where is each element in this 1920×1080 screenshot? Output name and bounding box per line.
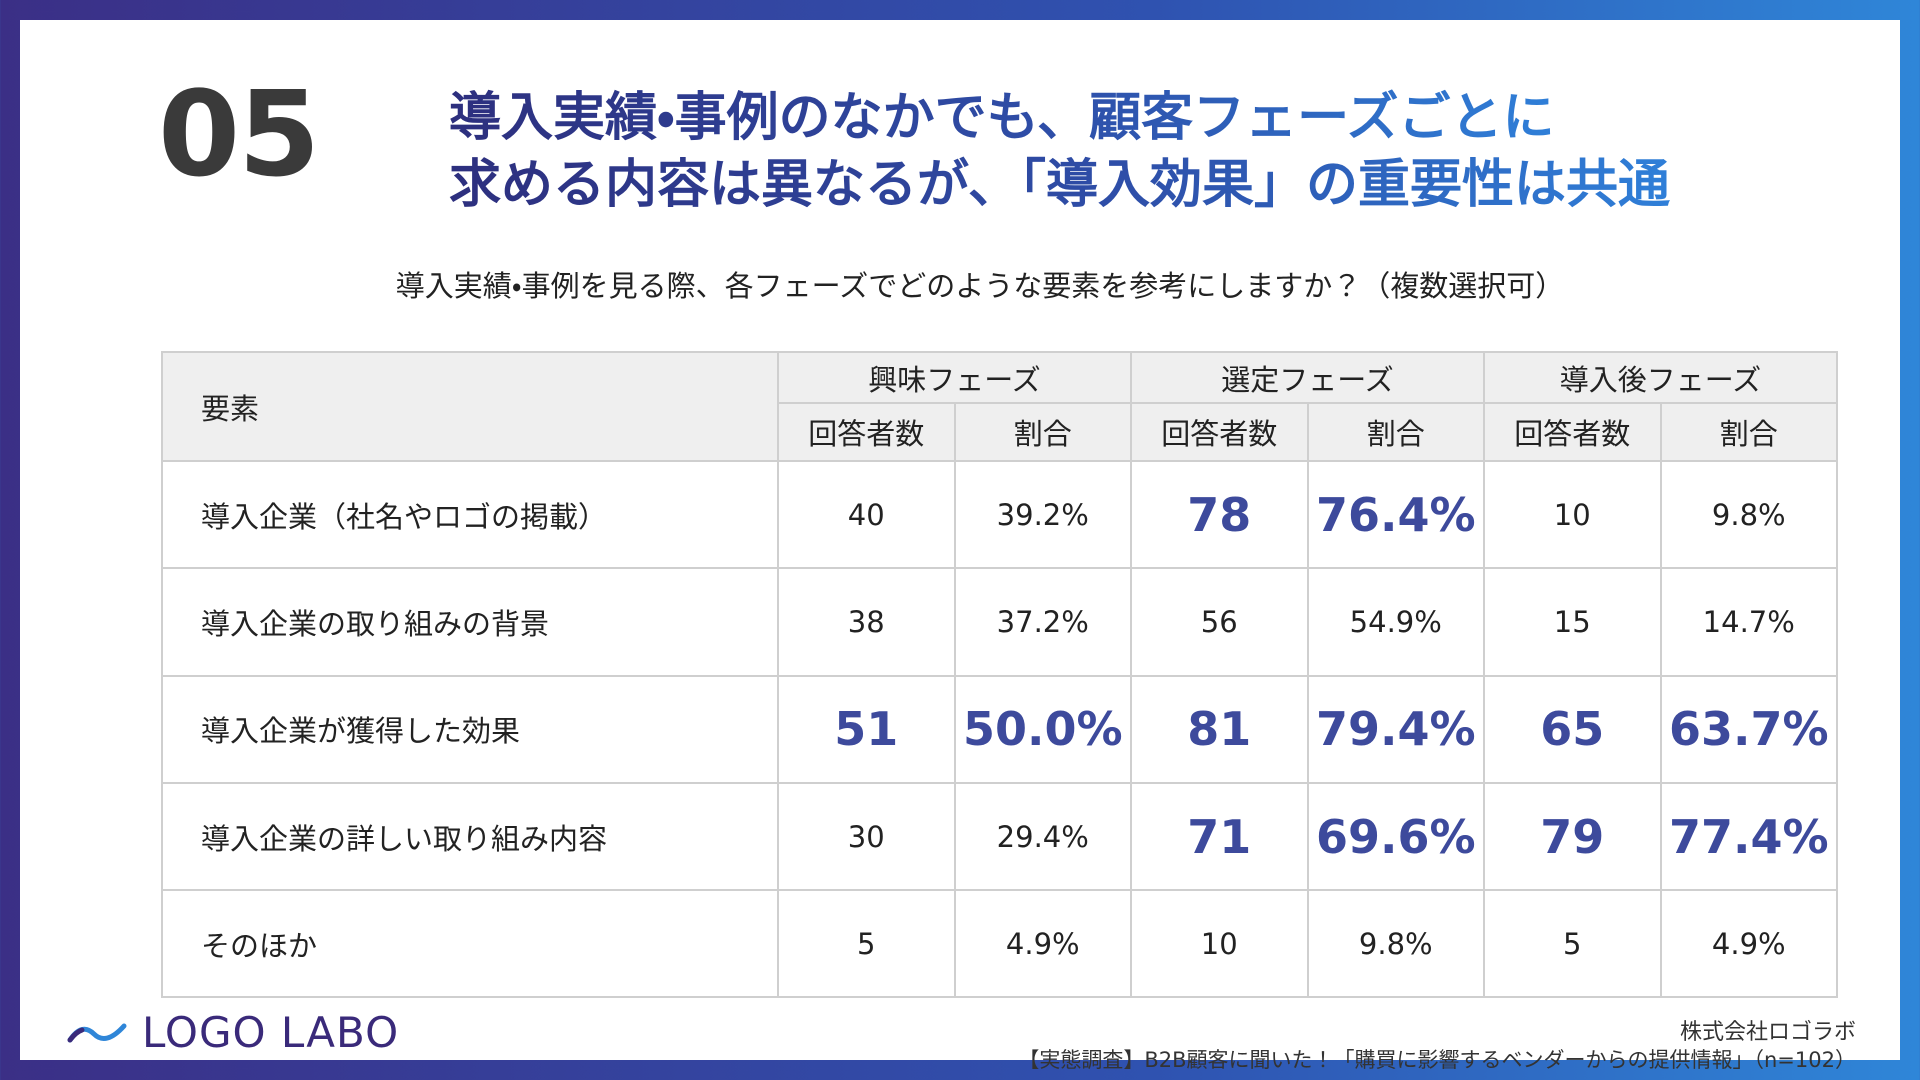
row-label: 導入企業が獲得した効果 (161, 674, 779, 784)
cell: 63.7% (1659, 674, 1838, 784)
cell: 4.9% (1659, 889, 1838, 999)
phase-header: 興味フェーズ (777, 351, 1132, 404)
cell: 54.9% (1306, 567, 1485, 677)
cell: 40 (777, 459, 956, 570)
table-row: 導入企業（社名やロゴの掲載） 40 39.2% 78 76.4% 10 9.8% (161, 459, 1838, 570)
cell: 14.7% (1659, 567, 1838, 677)
cell: 69.6% (1306, 781, 1485, 892)
card: 05 導入実績・事例のなかでも、顧客フェーズごとに 求める内容は異なるが、「導入… (20, 20, 1900, 1072)
sub-header: 回答者数 (777, 402, 956, 462)
logo-text: LOGO LABO (142, 1008, 400, 1057)
cell: 5 (1483, 889, 1662, 999)
cell: 9.8% (1306, 889, 1485, 999)
table-row: 導入企業の詳しい取り組み内容 30 29.4% 71 69.6% 79 77.4% (161, 781, 1838, 892)
cell: 79 (1483, 781, 1662, 892)
cell: 81 (1130, 674, 1309, 784)
data-table: 要素 興味フェーズ 選定フェーズ 導入後フェーズ 回答者数 割合 回答者数 割合 回答者… (161, 351, 1838, 999)
row-label: 導入企業の取り組みの背景 (161, 567, 779, 677)
table-body: 導入企業（社名やロゴの掲載） 40 39.2% 78 76.4% 10 9.8% 導入企業の取… (161, 459, 1838, 999)
cell: 39.2% (953, 459, 1132, 570)
table-row: 導入企業が獲得した効果 51 50.0% 81 79.4% 65 63.7% (161, 674, 1838, 784)
logo: LOGO LABO (66, 1008, 399, 1057)
cell: 78 (1130, 459, 1309, 570)
sub-header: 回答者数 (1130, 402, 1309, 462)
source: 【実態調査】B2B顧客に聞いた！「購買に影響するベンダーからの提供情報」（n=1… (1018, 1048, 1856, 1072)
cell: 71 (1130, 781, 1309, 892)
cell: 10 (1483, 459, 1662, 570)
title-line: 求める内容は異なるが、「導入効果」の重要性は共通 (449, 142, 1670, 217)
cell: 76.4% (1306, 459, 1485, 570)
cell: 56 (1130, 567, 1309, 677)
cell: 77.4% (1659, 781, 1838, 892)
sub-header: 割合 (1306, 402, 1485, 462)
sub-header: 割合 (1659, 402, 1838, 462)
cell: 5 (777, 889, 956, 999)
phase-header: 選定フェーズ (1130, 351, 1485, 404)
cell: 38 (777, 567, 956, 677)
cell: 50.0% (953, 674, 1132, 784)
company: 株式会社ロゴラボ (1679, 1020, 1856, 1045)
cell: 65 (1483, 674, 1662, 784)
table-row: 導入企業の取り組みの背景 38 37.2% 56 54.9% 15 14.7% (161, 567, 1838, 677)
cell: 29.4% (953, 781, 1132, 892)
cell: 10 (1130, 889, 1309, 999)
cell: 37.2% (953, 567, 1132, 677)
cell: 79.4% (1306, 674, 1485, 784)
slide-number: 05 (158, 65, 320, 203)
cell: 4.9% (953, 889, 1132, 999)
corner-header: 要素 (161, 351, 779, 462)
cell: 15 (1483, 567, 1662, 677)
title-line: 導入実績・事例のなかでも、顧客フェーズごとに (449, 75, 1555, 150)
question: 導入実績・事例を見る際、各フェーズでどのような要素を参考にしますか？（複数選択可… (395, 269, 1565, 303)
cell: 9.8% (1659, 459, 1838, 570)
phase-header: 導入後フェーズ (1483, 351, 1838, 404)
sub-header: 回答者数 (1483, 402, 1662, 462)
cell: 30 (777, 781, 956, 892)
row-label: そのほか (161, 889, 779, 999)
row-label: 導入企業の詳しい取り組み内容 (161, 781, 779, 892)
cell: 51 (777, 674, 956, 784)
subheader-row: 回答者数 割合 回答者数 割合 回答者数 割合 (162, 402, 1838, 462)
sub-header: 割合 (953, 402, 1132, 462)
logo-icon (67, 1023, 127, 1042)
table-row: そのほか 5 4.9% 10 9.8% 5 4.9% (161, 889, 1838, 999)
row-label: 導入企業（社名やロゴの掲載） (161, 459, 779, 570)
